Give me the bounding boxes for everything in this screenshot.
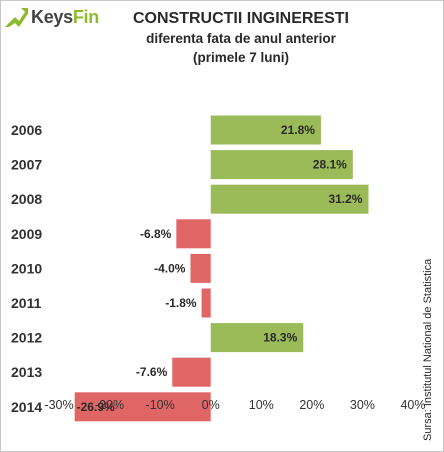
chart-title: CONSTRUCTII INGINERESTI xyxy=(132,10,349,27)
bar-2008 xyxy=(210,184,369,214)
data-label-2009: -6.8% xyxy=(140,227,172,241)
category-label-2009: 2009 xyxy=(11,226,42,242)
bar-2010 xyxy=(190,253,211,283)
chart-subtitle-line1: diferenta fata de anul anterior xyxy=(146,31,336,46)
logo-keys: Keys xyxy=(31,6,73,27)
category-label-2006: 2006 xyxy=(11,122,42,138)
x-tick-label: 0% xyxy=(202,398,220,412)
category-label-2012: 2012 xyxy=(11,330,42,346)
bar-2012 xyxy=(210,323,304,353)
data-label-2012: 18.3% xyxy=(263,331,297,345)
x-tick-label: -10% xyxy=(146,398,175,412)
data-label-2014: -26.9% xyxy=(77,400,115,414)
x-tick-label: 10% xyxy=(249,398,274,412)
bar-2006 xyxy=(210,115,321,145)
chart-titles: CONSTRUCTII INGINERESTI diferenta fata d… xyxy=(101,9,381,67)
data-label-2008: 31.2% xyxy=(328,192,362,206)
x-tick-label: 20% xyxy=(299,398,324,412)
category-label-2008: 2008 xyxy=(11,191,42,207)
bar-2014 xyxy=(74,392,211,422)
x-tick-label: -30% xyxy=(44,398,73,412)
logo-fin: Fin xyxy=(72,6,99,27)
logo-text: KeysFin xyxy=(31,7,99,28)
data-label-2011: -1.8% xyxy=(165,296,197,310)
logo-mark-icon xyxy=(5,8,28,27)
bar-2009 xyxy=(176,219,211,249)
x-tick-label: -20% xyxy=(95,398,124,412)
x-tick-label: 30% xyxy=(350,398,375,412)
bar-2013 xyxy=(172,357,211,387)
category-label-2007: 2007 xyxy=(11,157,42,173)
category-label-2011: 2011 xyxy=(11,295,42,311)
data-label-2006: 21.8% xyxy=(281,123,315,137)
bar-2011 xyxy=(201,288,211,318)
data-label-2013: -7.6% xyxy=(136,365,168,379)
keysfin-logo: KeysFin xyxy=(3,5,99,29)
source-note: Sursa: Institutul National de Statistica xyxy=(422,258,434,441)
category-label-2010: 2010 xyxy=(11,260,42,276)
chart-subtitle-line2: (primele 7 luni) xyxy=(192,50,290,65)
x-tick-label: 40% xyxy=(400,398,425,412)
data-label-2007: 28.1% xyxy=(313,158,347,172)
data-label-2010: -4.0% xyxy=(154,261,186,275)
category-label-2014: 2014 xyxy=(11,399,42,415)
category-label-2013: 2013 xyxy=(11,364,42,380)
bar-2007 xyxy=(210,150,353,180)
